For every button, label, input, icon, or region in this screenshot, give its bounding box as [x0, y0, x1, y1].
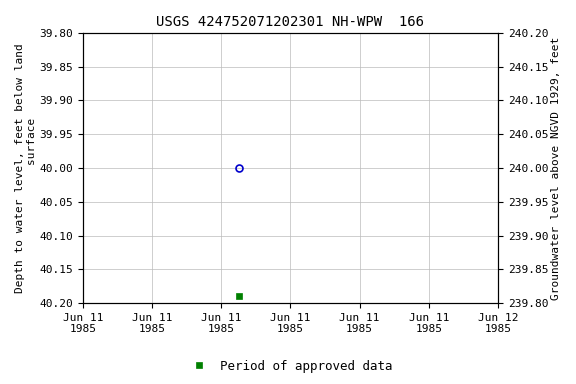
Title: USGS 424752071202301 NH-WPW  166: USGS 424752071202301 NH-WPW 166 [157, 15, 425, 29]
Y-axis label: Depth to water level, feet below land
        surface: Depth to water level, feet below land su… [15, 43, 37, 293]
Legend: Period of approved data: Period of approved data [178, 355, 398, 378]
Y-axis label: Groundwater level above NGVD 1929, feet: Groundwater level above NGVD 1929, feet [551, 36, 561, 300]
